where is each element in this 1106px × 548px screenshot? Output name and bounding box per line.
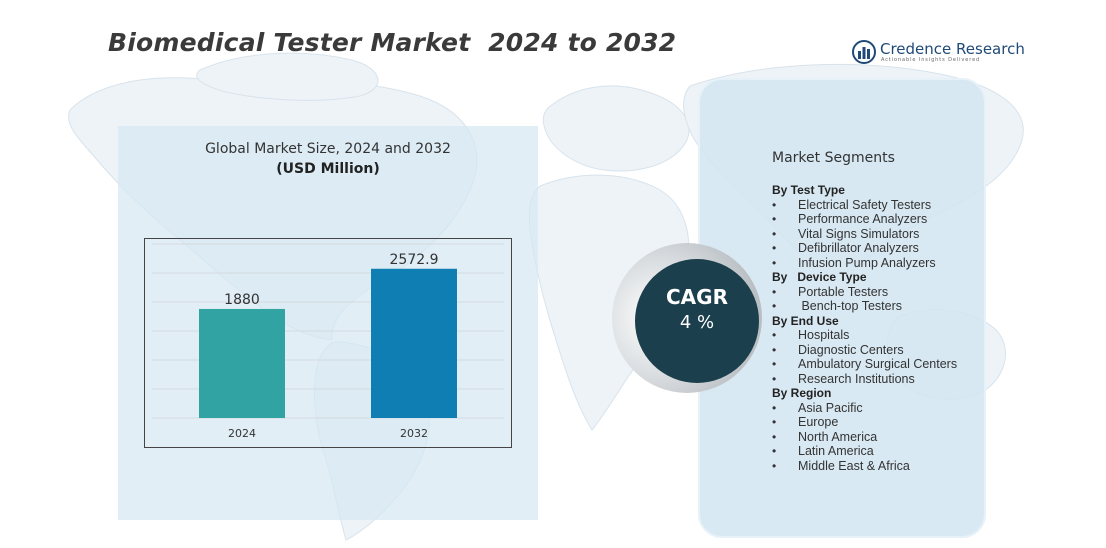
bullet-icon: • [772,415,777,429]
segment-item: • Electrical Safety Testers [772,198,986,213]
segment-group-title: By Test Type [772,183,845,197]
bullet-icon: • [772,255,777,270]
chart-frame [144,238,512,448]
segment-item: • Diagnostic Centers [772,343,986,358]
bullet-icon: • [772,371,777,386]
segment-item-label: Electrical Safety Testers [798,197,932,212]
segment-item-label: North America [798,429,878,444]
segment-item-label: Latin America [798,444,874,458]
segment-group-title: By Region [772,386,832,400]
bullet-icon: • [772,284,777,299]
bullet-icon: • [772,400,777,415]
page-title: Biomedical Tester Market 2024 to 2032 [108,28,677,57]
segments-heading: Market Segments [772,150,895,166]
segment-item: • Hospitals [772,328,986,343]
bullet-icon: • [772,429,777,444]
segment-item-label: Hospitals [798,328,850,342]
chart-unit: (USD Million) [276,161,380,177]
segment-item-label: Research Institutions [798,371,915,386]
segment-item: • Performance Analyzers [772,212,986,227]
segment-item: • Middle East & Africa [772,459,986,474]
bar-2032 [371,268,457,418]
market-size-bar-chart: 1880 2024 2572.9 2032 [144,238,512,448]
segment-item: • Europe [772,415,986,430]
segment-item-label: Diagnostic Centers [798,342,904,357]
segment-item: • Defibrillator Analyzers [772,241,986,256]
segment-item: • North America [772,430,986,445]
segment-item: • Infusion Pump Analyzers [772,256,986,271]
bar-value-label: 1880 [224,292,260,308]
segment-item-label: Defibrillator Analyzers [798,241,919,255]
segment-group-title: By Device Type [772,270,867,284]
segment-item: • Latin America [772,444,986,459]
segments-list: By Test Type • Electrical Safety Testers • P… [772,183,986,473]
cagr-label: CAGR [666,285,728,309]
bullet-icon: • [772,212,777,226]
bullet-icon: • [772,299,777,313]
segment-item: • Asia Pacific [772,401,986,416]
cagr-value: 4 % [679,312,715,333]
segment-item: • Ambulatory Surgical Centers [772,357,986,372]
segment-item-label: Middle East & Africa [798,458,910,473]
segment-item: • Portable Testers [772,285,986,300]
chart-panel: Global Market Size, 2024 and 2032 (USD M… [118,126,538,520]
segment-item-label: Europe [798,415,839,429]
bullet-icon: • [772,328,777,342]
segment-item-label: Performance Analyzers [798,212,928,226]
segment-item-label: Infusion Pump Analyzers [798,255,936,270]
segment-item-label: Vital Signs Simulators [798,226,920,241]
segment-item-label: Asia Pacific [798,400,863,415]
brand-tagline: Actionable Insights Delivered [881,57,981,63]
brand-name: Credence Research [880,40,1025,58]
bullet-icon: • [772,357,777,371]
segment-group-title: By End Use [772,313,839,328]
segment-item: • Research Institutions [772,372,986,387]
chart-title: Global Market Size, 2024 and 2032 [205,141,451,157]
bullet-icon: • [772,458,777,473]
segment-item: • Vital Signs Simulators [772,227,986,242]
segment-item-label: Ambulatory Surgical Centers [798,357,958,371]
bullet-icon: • [772,241,777,255]
segment-item-label: Bench-top Testers [798,299,902,313]
bar-value-label: 2572.9 [390,252,439,268]
bullet-icon: • [772,226,777,241]
x-tick-label: 2032 [400,427,428,440]
segment-item-label: Portable Testers [798,284,889,299]
bullet-icon: • [772,197,777,212]
brand-logo[interactable]: Credence Research Actionable Insights De… [852,40,1025,66]
bar-2024 [199,308,285,418]
bar-chart-logo-icon [852,40,876,64]
x-tick-label: 2024 [228,427,256,440]
cagr-badge: CAGR 4 % [635,259,759,383]
bullet-icon: • [772,342,777,357]
segment-item: • Bench-top Testers [772,299,986,314]
bullet-icon: • [772,444,777,458]
